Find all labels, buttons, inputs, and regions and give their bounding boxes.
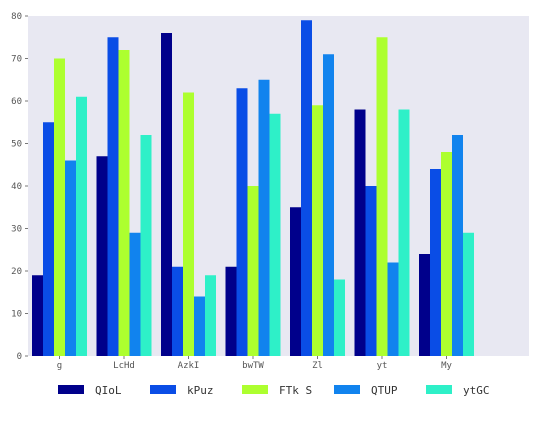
y-axis: 0 10 20 30 40 50 60 70 80	[11, 12, 28, 362]
y-tick-label: 70	[11, 55, 22, 65]
legend-swatch	[242, 385, 268, 394]
bar-4-6	[387, 262, 399, 356]
x-axis: g LcHd AzkI bwTW Zl yt My	[57, 356, 452, 371]
bar-4-5	[323, 54, 334, 356]
bar-1-7	[419, 254, 430, 356]
bar-2-2	[107, 37, 119, 356]
y-tick-label: 0	[17, 352, 22, 362]
bar-5-2	[140, 135, 152, 356]
legend-label: QTUP	[371, 384, 398, 397]
bar-3-2	[118, 50, 130, 356]
bar-3-1	[54, 58, 65, 356]
bar-5-6	[398, 109, 410, 356]
bar-2-3	[172, 266, 183, 356]
bar-1-2	[96, 156, 108, 356]
bar-3-4	[247, 186, 259, 356]
legend-label: kPuz	[187, 384, 214, 397]
legend-label: FTk S	[279, 384, 312, 397]
y-tick-label: 20	[11, 267, 22, 277]
bar-5-3	[205, 275, 216, 356]
bar-2-6	[365, 186, 377, 356]
bar-3-3	[183, 92, 194, 356]
y-tick-label: 40	[11, 182, 22, 192]
bar-2-7	[430, 169, 441, 356]
x-tick-label: My	[441, 361, 452, 371]
y-tick-label: 50	[11, 140, 22, 150]
bar-5-7	[463, 232, 474, 356]
bar-1-4	[225, 266, 237, 356]
bar-1-6	[354, 109, 366, 356]
legend: QIoL kPuz FTk S QTUP ytGC	[58, 384, 490, 397]
bar-4-4	[258, 79, 270, 356]
x-tick-label: bwTW	[242, 361, 264, 371]
legend-swatch	[150, 385, 176, 394]
legend-swatch	[58, 385, 84, 394]
bar-2-5	[301, 20, 312, 356]
legend-swatch	[334, 385, 360, 394]
bar-4-3	[194, 296, 205, 356]
bar-2-4	[236, 88, 248, 356]
bar-1-1	[32, 275, 43, 356]
bar-4-1	[65, 160, 76, 356]
bar-1-3	[161, 33, 172, 356]
bar-4-7	[452, 135, 463, 356]
bar-1-5	[290, 207, 301, 356]
bar-5-4	[269, 113, 281, 356]
y-tick-label: 60	[11, 97, 22, 107]
bar-3-5	[312, 105, 323, 356]
x-tick-label: yt	[377, 361, 388, 371]
y-tick-label: 10	[11, 310, 22, 320]
x-tick-label: Zl	[312, 361, 323, 371]
y-tick-label: 80	[11, 12, 22, 22]
legend-swatch	[426, 385, 452, 394]
x-tick-label: AzkI	[178, 361, 200, 371]
bar-5-5	[334, 279, 345, 356]
bar-3-7	[441, 152, 452, 356]
bar-2-1	[43, 122, 54, 356]
legend-label: ytGC	[463, 384, 490, 397]
x-tick-label: g	[57, 361, 62, 371]
bar-4-2	[129, 232, 141, 356]
bars-group	[32, 20, 474, 356]
x-tick-label: LcHd	[113, 361, 135, 371]
bar-5-1	[76, 96, 87, 356]
bar-3-6	[376, 37, 388, 356]
y-tick-label: 30	[11, 225, 22, 235]
legend-label: QIoL	[95, 384, 122, 397]
